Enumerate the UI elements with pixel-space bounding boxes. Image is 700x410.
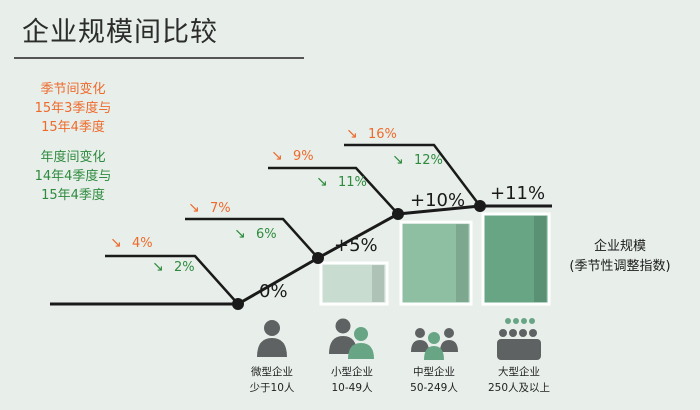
crowd-icon-large [497,318,541,360]
y-label-medium: 11% [338,175,367,190]
arrow-q-micro: ↘ [110,235,122,251]
q-label-medium: 9% [293,149,314,164]
connector-medium [268,166,399,215]
bar-small [319,261,389,306]
point-large [474,200,486,212]
category-medium-range: 50-249人 [410,382,458,394]
legend-yearly-line2: 14年4季度与 [34,169,112,184]
people-icon-small [329,318,374,359]
arrow-y-micro: ↘ [152,259,164,275]
value-label-small: +5% [334,235,378,256]
bar-large [481,212,551,306]
title-rule [14,57,304,59]
category-large: 大型企业 250人及以上 [474,364,564,396]
category-micro: 微型企业 少于10人 [227,364,317,396]
point-small [312,252,324,264]
q-label-small: 7% [210,201,231,216]
arrow-q-medium: ↘ [271,148,283,164]
page-title: 企业规模间比较 [22,17,218,48]
connector-small [185,217,319,259]
y-label-small: 6% [256,227,277,242]
category-small-range: 10-49人 [331,382,373,394]
value-label-large: +11% [490,183,545,204]
point-micro [232,298,244,310]
category-large-name: 大型企业 [498,366,540,378]
arrow-q-small: ↘ [188,200,200,216]
bar-medium-shade [456,224,468,302]
axis-label-line1: 企业规模 [594,238,646,254]
category-micro-name: 微型企业 [251,366,293,378]
arrow-y-small: ↘ [234,226,246,242]
point-medium [392,208,404,220]
legend-quarterly-line3: 15年4季度 [41,120,105,135]
people-icon-medium [411,328,458,360]
y-label-large: 12% [414,153,443,168]
bar-small-shade [372,265,384,302]
legend-quarterly: 季节间变化 15年3季度与 15年4季度 [18,80,128,137]
category-medium-name: 中型企业 [413,366,455,378]
arrow-y-medium: ↘ [316,174,328,190]
legend-yearly-line1: 年度间变化 [40,150,106,165]
legend-quarterly-line1: 季节间变化 [40,82,106,97]
category-small-name: 小型企业 [331,366,373,378]
y-label-micro: 2% [174,260,195,275]
legend-yearly: 年度间变化 14年4季度与 15年4季度 [18,148,128,205]
value-label-medium: +10% [410,190,465,211]
value-label-micro: 0% [259,281,288,302]
q-label-large: 16% [368,127,397,142]
axis-label-line2: (季节性调整指数) [569,259,670,274]
connector-large [344,143,481,207]
connector-micro [105,254,239,305]
bar-large-shade [534,216,546,302]
legend-yearly-line3: 15年4季度 [41,188,105,203]
category-medium: 中型企业 50-249人 [389,364,479,396]
legend-quarterly-line2: 15年3季度与 [34,101,112,116]
arrow-y-large: ↘ [392,152,404,168]
q-label-micro: 4% [132,236,153,251]
arrow-q-large: ↘ [346,126,358,142]
category-micro-range: 少于10人 [249,382,295,394]
bar-medium [399,220,473,306]
category-large-range: 250人及以上 [487,382,551,394]
person-icon-micro [257,320,287,357]
category-small: 小型企业 10-49人 [307,364,397,396]
